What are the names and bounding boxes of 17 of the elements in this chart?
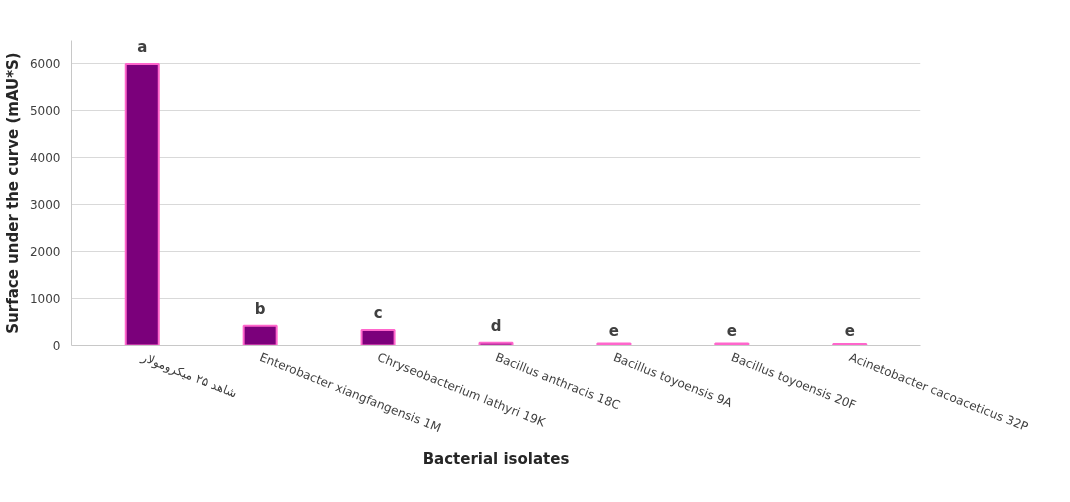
annotation: e <box>844 322 855 341</box>
annotation: b <box>254 299 266 318</box>
y-tick-label: 0 <box>52 339 61 353</box>
annotation: e <box>608 321 620 340</box>
annotation: c <box>373 304 383 323</box>
annotation: d <box>490 316 502 335</box>
annotation: e <box>726 321 737 340</box>
annotation: a <box>137 37 148 56</box>
x-tick-label: شاهد ۲۵ میکرومولار <box>138 349 239 402</box>
x-axis-title: Bacterial isolates <box>422 449 570 468</box>
y-tick-label: 6000 <box>29 57 61 72</box>
y-tick-label: 1000 <box>29 292 61 307</box>
y-axis-title: Surface under the curve (mAU*S) <box>3 52 22 334</box>
y-tick-label: 3000 <box>29 198 61 213</box>
y-tick-label: 2000 <box>29 245 61 260</box>
y-tick-label: 4000 <box>29 151 61 166</box>
y-tick-label: 5000 <box>29 104 61 119</box>
